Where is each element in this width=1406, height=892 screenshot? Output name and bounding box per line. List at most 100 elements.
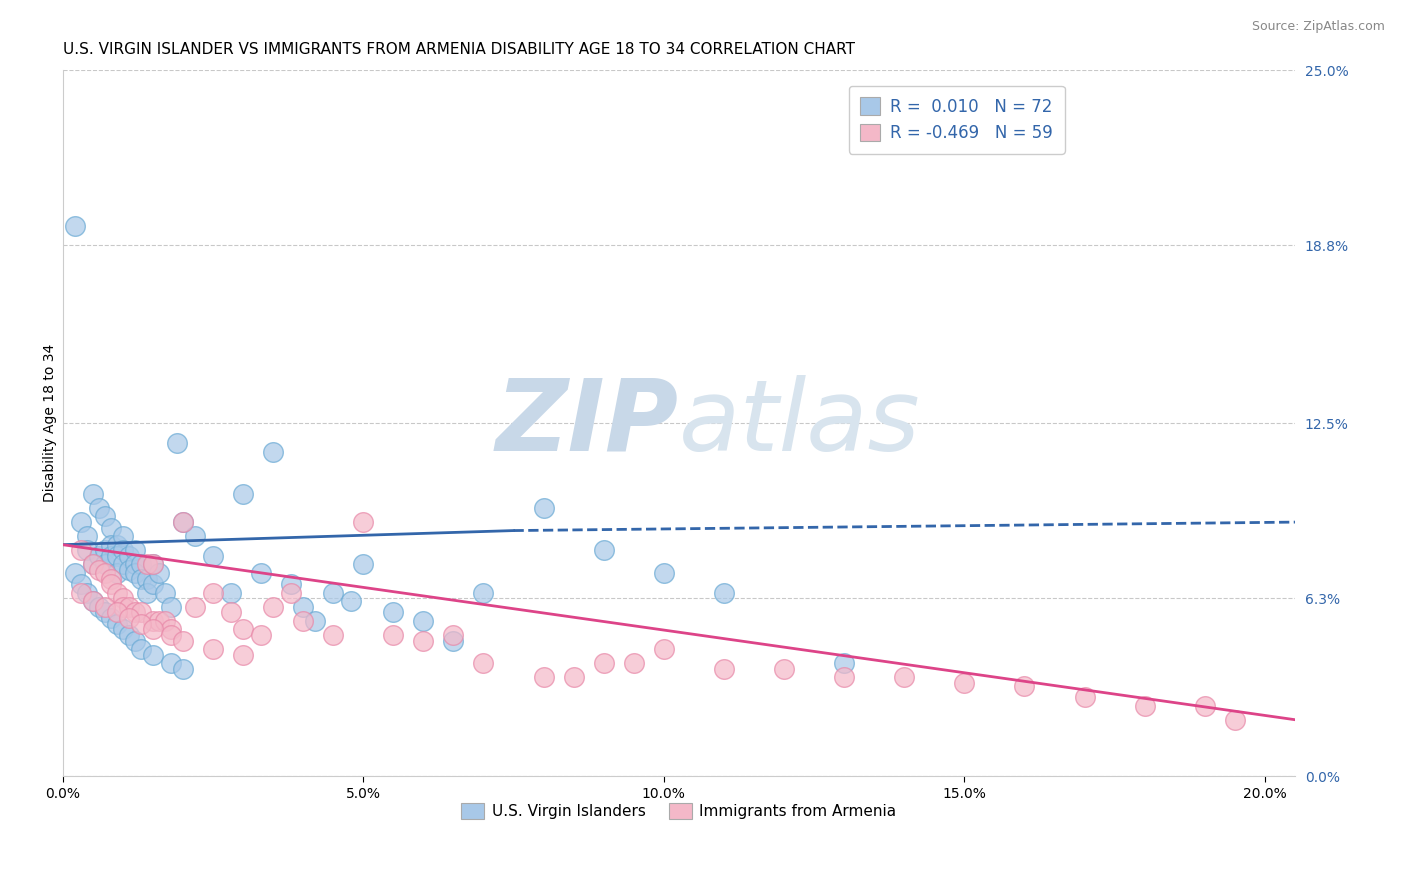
Point — [352, 515, 374, 529]
Point — [160, 599, 183, 614]
Point — [135, 585, 157, 599]
Point — [135, 572, 157, 586]
Point — [219, 606, 242, 620]
Point — [322, 628, 344, 642]
Point — [472, 657, 495, 671]
Point — [111, 529, 134, 543]
Point — [232, 623, 254, 637]
Point — [142, 623, 165, 637]
Point — [201, 549, 224, 563]
Point — [105, 566, 128, 580]
Point — [184, 599, 207, 614]
Point — [153, 614, 176, 628]
Point — [94, 606, 117, 620]
Point — [142, 648, 165, 662]
Point — [280, 585, 302, 599]
Text: U.S. VIRGIN ISLANDER VS IMMIGRANTS FROM ARMENIA DISABILITY AGE 18 TO 34 CORRELAT: U.S. VIRGIN ISLANDER VS IMMIGRANTS FROM … — [63, 42, 855, 57]
Point — [953, 676, 976, 690]
Point — [832, 657, 855, 671]
Point — [232, 648, 254, 662]
Point — [118, 599, 141, 614]
Point — [129, 572, 152, 586]
Point — [111, 599, 134, 614]
Point — [262, 599, 284, 614]
Point — [142, 558, 165, 572]
Point — [82, 487, 104, 501]
Point — [100, 577, 122, 591]
Point — [94, 558, 117, 572]
Point — [652, 566, 675, 580]
Point — [172, 515, 194, 529]
Point — [1223, 713, 1246, 727]
Point — [142, 614, 165, 628]
Point — [129, 642, 152, 657]
Point — [322, 585, 344, 599]
Point — [82, 558, 104, 572]
Point — [1014, 679, 1036, 693]
Point — [69, 515, 91, 529]
Point — [412, 614, 434, 628]
Point — [111, 623, 134, 637]
Point — [166, 436, 188, 450]
Point — [533, 500, 555, 515]
Point — [232, 487, 254, 501]
Point — [652, 642, 675, 657]
Y-axis label: Disability Age 18 to 34: Disability Age 18 to 34 — [44, 344, 58, 502]
Point — [340, 594, 363, 608]
Point — [773, 662, 796, 676]
Point — [105, 549, 128, 563]
Point — [441, 628, 464, 642]
Point — [63, 566, 86, 580]
Point — [105, 606, 128, 620]
Point — [172, 633, 194, 648]
Point — [124, 633, 146, 648]
Point — [118, 628, 141, 642]
Point — [262, 444, 284, 458]
Point — [201, 642, 224, 657]
Point — [124, 558, 146, 572]
Point — [69, 585, 91, 599]
Text: atlas: atlas — [679, 375, 921, 472]
Point — [94, 509, 117, 524]
Point — [160, 628, 183, 642]
Point — [172, 662, 194, 676]
Point — [82, 558, 104, 572]
Point — [69, 577, 91, 591]
Point — [713, 585, 735, 599]
Point — [382, 628, 405, 642]
Point — [148, 614, 170, 628]
Point — [201, 585, 224, 599]
Point — [118, 611, 141, 625]
Point — [160, 623, 183, 637]
Point — [111, 558, 134, 572]
Point — [100, 572, 122, 586]
Point — [124, 543, 146, 558]
Point — [129, 558, 152, 572]
Point — [87, 563, 110, 577]
Point — [118, 549, 141, 563]
Point — [124, 606, 146, 620]
Point — [87, 500, 110, 515]
Point — [87, 599, 110, 614]
Point — [160, 657, 183, 671]
Point — [94, 543, 117, 558]
Point — [100, 549, 122, 563]
Point — [713, 662, 735, 676]
Point — [441, 633, 464, 648]
Point — [153, 585, 176, 599]
Point — [832, 670, 855, 684]
Point — [412, 633, 434, 648]
Point — [893, 670, 915, 684]
Point — [148, 566, 170, 580]
Point — [100, 521, 122, 535]
Point — [105, 585, 128, 599]
Point — [184, 529, 207, 543]
Point — [592, 657, 614, 671]
Point — [100, 538, 122, 552]
Point — [124, 566, 146, 580]
Point — [63, 219, 86, 233]
Point — [111, 591, 134, 606]
Point — [533, 670, 555, 684]
Point — [111, 543, 134, 558]
Point — [142, 558, 165, 572]
